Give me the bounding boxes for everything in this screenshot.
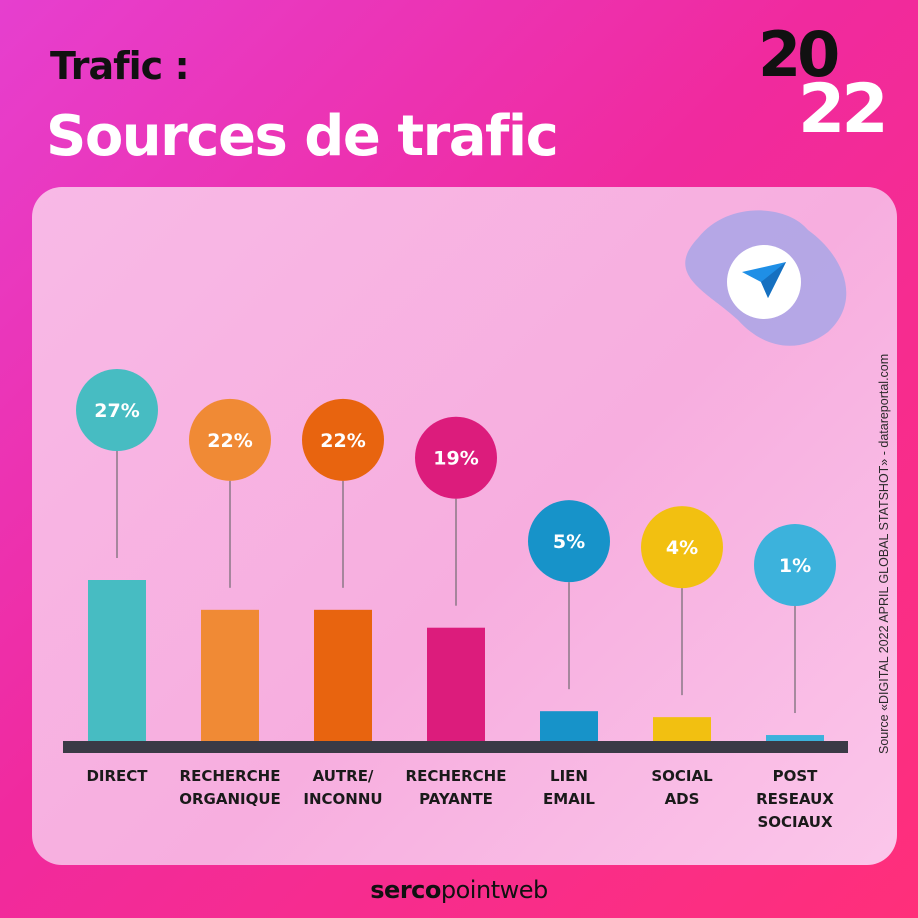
category-label: AUTRE/ INCONNU: [303, 767, 383, 808]
value-bubble: [754, 524, 836, 607]
value-bubble: [641, 506, 723, 589]
brand-bold: serco: [370, 876, 441, 904]
value-bubble: [528, 500, 610, 583]
data-label: 22%: [207, 430, 252, 452]
bar: [314, 609, 372, 741]
year-logo: 20 22: [758, 18, 889, 149]
data-label: 4%: [666, 537, 698, 559]
value-bubble: [76, 369, 158, 451]
year-bottom: 22: [798, 70, 889, 149]
data-label: 5%: [553, 531, 585, 553]
paper-plane-icon: [742, 262, 786, 298]
paper-plane-badge: [685, 210, 847, 346]
value-bubble: [189, 398, 271, 481]
chart-kicker: Trafic :: [50, 44, 190, 88]
bar: [540, 711, 598, 741]
brand-light: pointweb: [440, 876, 548, 904]
axis-baseline: [63, 741, 848, 753]
bar: [427, 627, 485, 741]
category-label: RECHERCHE PAYANTE: [405, 767, 507, 808]
brand-footer: sercopointweb: [0, 876, 918, 904]
bar: [766, 735, 824, 741]
category-label: DIRECT: [86, 767, 148, 785]
bar: [653, 717, 711, 741]
bar: [88, 580, 146, 741]
data-label: 1%: [779, 555, 811, 577]
data-label: 19%: [433, 448, 478, 470]
value-bubble: [302, 398, 384, 481]
category-label: LIEN EMAIL: [543, 767, 595, 808]
year-top: 20: [758, 18, 840, 91]
bar: [201, 609, 259, 741]
data-label: 22%: [320, 430, 365, 452]
category-label: POST RESEAUX SOCIAUX: [756, 767, 834, 831]
category-label: SOCIAL ADS: [651, 767, 713, 808]
data-label: 27%: [94, 400, 139, 422]
category-label: RECHERCHE ORGANIQUE: [179, 767, 281, 808]
value-bubble: [415, 416, 497, 499]
chart-title: Sources de trafic: [46, 104, 559, 169]
